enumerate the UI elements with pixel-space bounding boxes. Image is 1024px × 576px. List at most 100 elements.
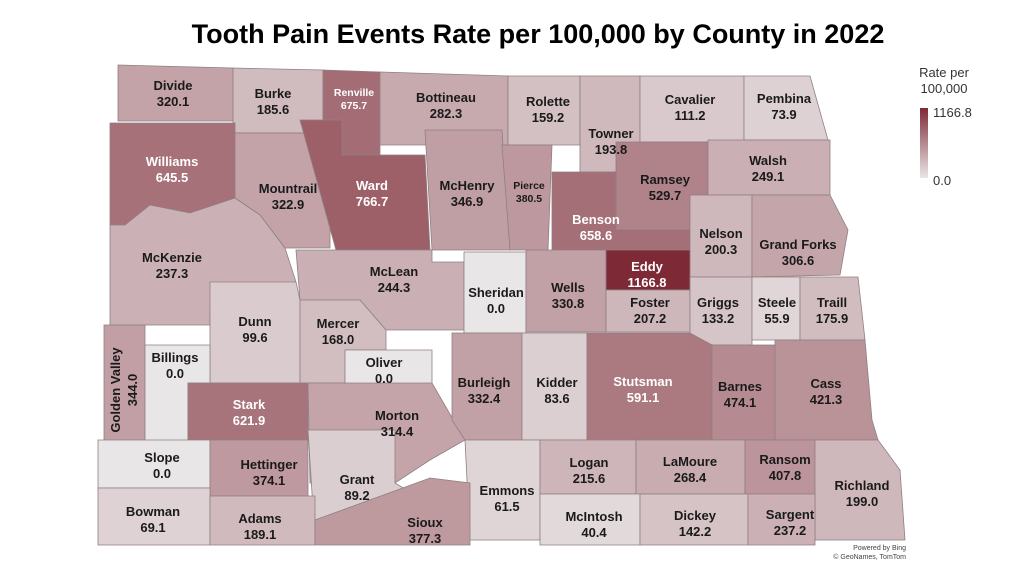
county-label-eddy: Eddy <box>631 259 664 274</box>
county-label-barnes: Barnes <box>718 379 762 394</box>
county-sioux <box>314 477 471 546</box>
county-value-steele: 55.9 <box>764 311 789 326</box>
county-value-grand-forks: 306.6 <box>782 253 815 268</box>
county-label-traill: Traill <box>817 295 847 310</box>
county-value-slope: 0.0 <box>153 466 171 481</box>
county-label-steele: Steele <box>758 295 796 310</box>
county-label-cass: Cass <box>810 376 841 391</box>
county-value-mclean: 244.3 <box>378 280 411 295</box>
county-value-billings: 0.0 <box>166 366 184 381</box>
county-value-rolette: 159.2 <box>532 110 565 125</box>
county-label-mclean: McLean <box>370 264 418 279</box>
county-label-burleigh: Burleigh <box>458 375 511 390</box>
county-label-benson: Benson <box>572 212 620 227</box>
legend-title-line2: 100,000 <box>921 81 968 96</box>
county-value-traill: 175.9 <box>816 311 849 326</box>
county-value-pierce: 380.5 <box>516 193 542 205</box>
county-label-stutsman: Stutsman <box>613 374 672 389</box>
county-value-mountrail: 322.9 <box>272 197 305 212</box>
county-label-rolette: Rolette <box>526 94 570 109</box>
county-value-morton: 314.4 <box>381 424 414 439</box>
county-value-bowman: 69.1 <box>140 520 165 535</box>
county-value-divide: 320.1 <box>157 94 190 109</box>
county-label-mercer: Mercer <box>317 316 360 331</box>
county-label-cavalier: Cavalier <box>665 92 716 107</box>
county-value-towner: 193.8 <box>595 142 628 157</box>
county-label-burke: Burke <box>255 86 292 101</box>
map-title: Tooth Pain Events Rate per 100,000 by Co… <box>192 19 885 49</box>
county-label-logan: Logan <box>570 455 609 470</box>
county-label-pembina: Pembina <box>757 91 812 106</box>
county-label-billings: Billings <box>152 350 199 365</box>
county-value-mchenry: 346.9 <box>451 194 484 209</box>
county-label-mckenzie: McKenzie <box>142 250 202 265</box>
county-value-ramsey: 529.7 <box>649 188 682 203</box>
county-value-sioux: 377.3 <box>409 531 442 546</box>
legend-min-label: 0.0 <box>933 173 951 188</box>
county-value-sheridan: 0.0 <box>487 301 505 316</box>
county-value-foster: 207.2 <box>634 311 667 326</box>
county-value-logan: 215.6 <box>573 471 606 486</box>
county-value-stark: 621.9 <box>233 413 266 428</box>
county-label-morton: Morton <box>375 408 419 423</box>
county-label-towner: Towner <box>588 126 633 141</box>
county-value-griggs: 133.2 <box>702 311 735 326</box>
county-label-sargent: Sargent <box>766 507 815 522</box>
county-value-burleigh: 332.4 <box>468 391 501 406</box>
county-label-ransom: Ransom <box>759 452 810 467</box>
legend: Rate per 100,000 1166.8 0.0 <box>919 65 972 188</box>
county-label-williams: Williams <box>146 154 199 169</box>
county-label-dunn: Dunn <box>238 314 271 329</box>
county-label-oliver: Oliver <box>366 355 403 370</box>
county-value-mercer: 168.0 <box>322 332 355 347</box>
county-ransom <box>744 439 816 495</box>
county-value-barnes: 474.1 <box>724 395 757 410</box>
county-label-ward: Ward <box>356 178 388 193</box>
county-value-benson: 658.6 <box>580 228 613 243</box>
county-label-kidder: Kidder <box>536 375 577 390</box>
county-label-sheridan: Sheridan <box>468 285 524 300</box>
county-label-hettinger: Hettinger <box>240 457 297 472</box>
county-value-williams: 645.5 <box>156 170 189 185</box>
county-value-hettinger: 374.1 <box>253 473 286 488</box>
county-label-stark: Stark <box>233 397 266 412</box>
county-value-sargent: 237.2 <box>774 523 807 538</box>
county-divide <box>117 64 234 122</box>
county-label-adams: Adams <box>238 511 281 526</box>
county-value-cavalier: 111.2 <box>674 108 705 123</box>
county-label-grant: Grant <box>340 472 375 487</box>
county-label-bottineau: Bottineau <box>416 90 476 105</box>
county-value-emmons: 61.5 <box>494 499 519 514</box>
county-value-nelson: 200.3 <box>705 242 738 257</box>
counties-layer <box>97 64 906 546</box>
county-value-walsh: 249.1 <box>752 169 785 184</box>
county-value-stutsman: 591.1 <box>627 390 660 405</box>
county-label-mcintosh: McIntosh <box>565 509 622 524</box>
county-value-kidder: 83.6 <box>544 391 569 406</box>
county-label-divide: Divide <box>153 78 192 93</box>
county-value-mckenzie: 237.3 <box>156 266 189 281</box>
county-label-golden-valley: Golden Valley <box>108 347 123 433</box>
county-value-bottineau: 282.3 <box>430 106 463 121</box>
county-value-wells: 330.8 <box>552 296 585 311</box>
county-label-griggs: Griggs <box>697 295 739 310</box>
county-label-mountrail: Mountrail <box>259 181 318 196</box>
county-cass <box>774 339 879 441</box>
map-credit-line2: © GeoNames, TomTom <box>833 553 906 561</box>
county-value-dunn: 99.6 <box>242 330 267 345</box>
county-value-ward: 766.7 <box>356 194 389 209</box>
county-value-mcintosh: 40.4 <box>581 525 607 540</box>
county-value-dickey: 142.2 <box>679 524 712 539</box>
county-label-nelson: Nelson <box>699 226 742 241</box>
county-value-golden-valley: 344.0 <box>125 374 140 407</box>
county-grand-forks <box>751 194 849 278</box>
county-label-richland: Richland <box>835 478 890 493</box>
county-label-foster: Foster <box>630 295 670 310</box>
county-value-renville: 675.7 <box>341 100 367 112</box>
legend-title-line1: Rate per <box>919 65 970 80</box>
legend-max-label: 1166.8 <box>933 105 972 120</box>
county-label-mchenry: McHenry <box>440 178 496 193</box>
county-label-renville: Renville <box>334 87 374 99</box>
county-label-ramsey: Ramsey <box>640 172 691 187</box>
